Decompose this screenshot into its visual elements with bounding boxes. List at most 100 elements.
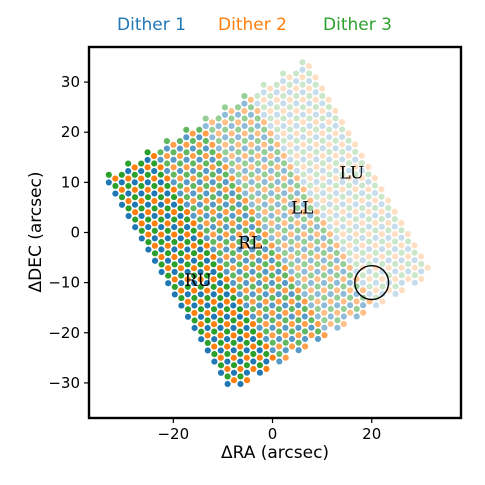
fiber-dot-2-522: [229, 242, 236, 249]
fiber-dot-3-892: [263, 350, 270, 358]
fiber-dot-2-422: [151, 220, 158, 227]
legend: Dither 1 Dither 2 Dither 3: [117, 15, 392, 35]
fiber-dot-1-328: [306, 145, 313, 152]
fiber-dot-2-652: [280, 175, 288, 182]
fiber-dot-3-1196: [418, 260, 425, 267]
fiber-dot-3-1008: [222, 126, 229, 133]
fiber-dot-2-519: [209, 208, 217, 216]
fiber-dot-2-589: [209, 119, 216, 126]
fiber-dot-1-238: [287, 223, 295, 230]
fiber-dot-2-418: [125, 175, 132, 182]
fiber-dot-3-948: [288, 328, 296, 335]
fiber-dot-1-144: [249, 268, 256, 275]
fiber-dot-3-1131: [339, 193, 346, 200]
fiber-dot-3-837: [131, 171, 138, 178]
fiber-dot-1-116: [177, 167, 184, 175]
fiber-dot-2-797: [424, 264, 431, 271]
fiber-dot-3-997: [261, 216, 269, 223]
fiber-dot-1-107: [236, 291, 243, 298]
fiber-dot-1-331: [326, 178, 333, 185]
fiber-dot-3-839: [144, 194, 152, 201]
fiber-dot-3-1097: [346, 249, 353, 256]
fiber-dot-2-413: [204, 332, 211, 339]
fiber-dot-2-447: [197, 276, 204, 283]
fiber-dot-2-677: [326, 231, 334, 238]
fiber-dot-3-856: [144, 171, 151, 178]
fiber-dot-3-897: [183, 194, 190, 201]
fiber-dot-3-1174: [391, 238, 399, 245]
fiber-dot-3-994: [242, 182, 249, 189]
fiber-dot-2-714: [339, 208, 346, 215]
fiber-dot-3-958: [236, 216, 243, 223]
fiber-dot-1-325: [286, 111, 293, 118]
fiber-dot-1-188: [308, 324, 315, 331]
fiber-dot-1-169: [295, 324, 302, 331]
fiber-dot-2-416: [224, 365, 231, 373]
y-tick-label: −10: [48, 274, 80, 292]
fiber-dot-1-292: [300, 178, 307, 186]
fiber-dot-3-1141: [286, 81, 293, 88]
fiber-dot-3-1018: [288, 238, 295, 245]
fiber-dot-3-944: [262, 283, 269, 290]
fiber-dot-1-101: [197, 223, 204, 231]
fiber-dot-3-917: [196, 194, 203, 201]
fiber-dot-1-37: [237, 380, 244, 388]
fiber-dot-3-1193: [398, 227, 405, 234]
fiber-dot-2-429: [197, 298, 204, 305]
fiber-dot-3-1034: [274, 193, 281, 200]
fiber-dot-2-779: [305, 63, 312, 70]
fiber-dot-2-508: [256, 309, 263, 316]
fiber-dot-1-81: [177, 212, 184, 219]
fiber-dot-2-720: [379, 275, 386, 283]
fiber-dot-2-667: [260, 119, 268, 126]
fiber-dot-2-575: [235, 186, 242, 193]
y-axis-title: ΔDEC (arcsec): [26, 171, 46, 292]
fiber-dot-1-336: [359, 234, 366, 241]
fiber-dot-3-824: [164, 250, 172, 257]
fiber-dot-3-806: [158, 261, 165, 268]
fiber-dot-2-525: [249, 276, 256, 283]
fiber-dot-1-204: [294, 279, 302, 286]
fiber-dot-3-953: [203, 160, 210, 167]
fiber-dot-2-477: [164, 175, 171, 182]
fiber-dot-2-469: [230, 309, 237, 316]
fiber-dot-1-249: [248, 134, 255, 141]
fiber-dot-2-622: [314, 276, 321, 283]
fiber-dot-3-1021: [307, 272, 315, 279]
fiber-dot-3-852: [230, 339, 237, 346]
fiber-dot-1-23: [145, 224, 152, 231]
fiber-dot-1-357: [379, 246, 386, 253]
fiber-dot-1-213: [241, 167, 249, 174]
fiber-dot-1-126: [243, 279, 250, 287]
fiber-dot-3-986: [308, 317, 315, 324]
fiber-dot-1-27: [171, 268, 178, 275]
fiber-dot-2-578: [255, 220, 262, 227]
fiber-dot-2-443: [171, 231, 178, 238]
fiber-dot-2-748: [332, 152, 339, 159]
fiber-dot-2-722: [280, 85, 287, 92]
fiber-dot-2-602: [294, 264, 301, 271]
fiber-dot-2-517: [196, 186, 203, 193]
fiber-dot-2-547: [282, 309, 289, 316]
fiber-dot-3-945: [269, 294, 276, 301]
fiber-dot-2-740: [398, 287, 405, 294]
fiber-dot-3-1189: [371, 182, 379, 189]
fiber-dot-1-73: [243, 347, 250, 354]
region-label-ll: LL: [291, 198, 314, 218]
fiber-dot-2-674: [307, 197, 314, 204]
fiber-dot-3-1158: [398, 272, 405, 279]
fiber-dot-3-1066: [254, 115, 261, 122]
fiber-dot-1-304: [260, 89, 267, 96]
fiber-dot-3-1184: [339, 126, 346, 133]
fiber-dot-1-306: [273, 111, 280, 118]
fiber-dot-2-506: [243, 287, 250, 294]
fiber-dot-2-468: [223, 298, 230, 305]
region-label-rl: RL: [238, 234, 262, 254]
fiber-dot-1-86: [210, 268, 217, 275]
fiber-dot-3-851: [224, 328, 231, 335]
fiber-dot-3-950: [183, 126, 190, 133]
fiber-dot-3-1103: [267, 92, 274, 100]
fiber-dot-2-472: [250, 343, 257, 350]
fiber-dot-1-348: [319, 145, 326, 152]
fiber-dot-2-439: [144, 186, 151, 193]
